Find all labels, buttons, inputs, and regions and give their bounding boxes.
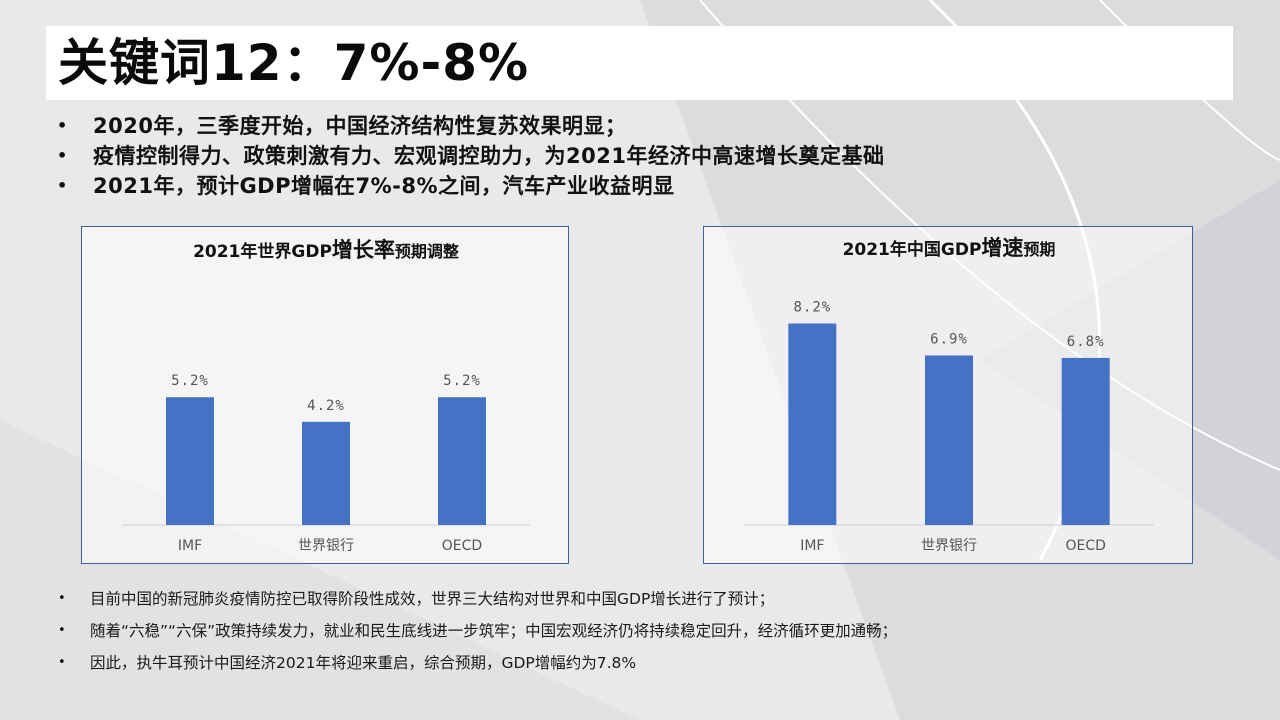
list-item: • 目前中国的新冠肺炎疫情防控已取得阶段性成效，世界三大结构对世界和中国GDP增… [54,584,1244,612]
category-label: OECD [442,538,482,554]
list-item: • 随着“六稳”“六保”政策持续发力，就业和民生底线进一步筑牢；中国宏观经济仍将… [54,616,1244,644]
bar [302,421,350,525]
bullet-icon: • [58,622,66,638]
bullet-text: 2020年，三季度开始，中国经济结构性复苏效果明显； [93,114,627,138]
chart-title: 2021年世界GDP增长率预期调整 [193,238,459,262]
data-label: 5.2% [171,373,209,389]
data-label: 5.2% [443,373,481,389]
bullet-icon: • [57,115,68,135]
bar [788,323,837,525]
world-gdp-chart-svg: 2021年世界GDP增长率预期调整 5.2% IMF 4.2% 世界银行 5.2% OEC… [122,238,530,554]
chart-title: 2021年中国GDP增速预期 [843,236,1056,260]
category-label: OECD [1065,538,1105,554]
bullet-text: 因此，执牛耳预计中国经济2021年将迎来重启，综合预期，GDP增幅约为7.8% [90,654,637,672]
bullet-icon: • [58,654,66,670]
data-label: 8.2% [793,300,831,316]
data-label: 6.8% [1067,334,1105,350]
bullet-icon: • [57,175,68,195]
list-item: • 2021年，预计GDP增幅在7%-8%之间，汽车产业收益明显 [54,170,1234,200]
page-title: 关键词12：7%-8% [58,34,530,92]
china-gdp-chart: 2021年中国GDP增速预期 8.2% IMF 6.9% 世界银行 6.8% OECD [703,226,1193,564]
world-gdp-chart: 2021年世界GDP增长率预期调整 5.2% IMF 4.2% 世界银行 5.2% OEC… [81,226,569,564]
bullet-text: 随着“六稳”“六保”政策持续发力，就业和民生底线进一步筑牢；中国宏观经济仍将持续… [90,622,898,640]
list-item: • 疫情控制得力、政策刺激有力、宏观调控助力，为2021年经济中高速增长奠定基础 [54,140,1234,170]
list-item: • 因此，执牛耳预计中国经济2021年将迎来重启，综合预期，GDP增幅约为7.8… [54,648,1244,676]
china-gdp-chart-svg: 2021年中国GDP增速预期 8.2% IMF 6.9% 世界银行 6.8% OECD [744,236,1154,554]
category-label: IMF [178,538,202,554]
bar [1061,357,1110,525]
data-label: 6.9% [930,331,968,347]
category-label: 世界银行 [298,538,354,554]
bar [166,397,214,525]
data-label: 4.2% [307,398,345,414]
category-label: IMF [800,538,824,554]
list-item: • 2020年，三季度开始，中国经济结构性复苏效果明显； [54,110,1234,140]
bar [438,397,486,525]
bar [925,355,973,525]
bullet-icon: • [57,145,68,165]
bullet-icon: • [58,590,66,606]
top-bullet-list: • 2020年，三季度开始，中国经济结构性复苏效果明显； • 疫情控制得力、政策… [54,110,1234,200]
bullet-text: 疫情控制得力、政策刺激有力、宏观调控助力，为2021年经济中高速增长奠定基础 [93,144,885,168]
bullet-text: 2021年，预计GDP增幅在7%-8%之间，汽车产业收益明显 [93,174,675,198]
title-bar: 关键词12：7%-8% [46,26,1233,100]
bottom-bullet-list: • 目前中国的新冠肺炎疫情防控已取得阶段性成效，世界三大结构对世界和中国GDP增… [54,584,1244,680]
bullet-text: 目前中国的新冠肺炎疫情防控已取得阶段性成效，世界三大结构对世界和中国GDP增长进… [90,590,775,608]
category-label: 世界银行 [921,538,977,554]
